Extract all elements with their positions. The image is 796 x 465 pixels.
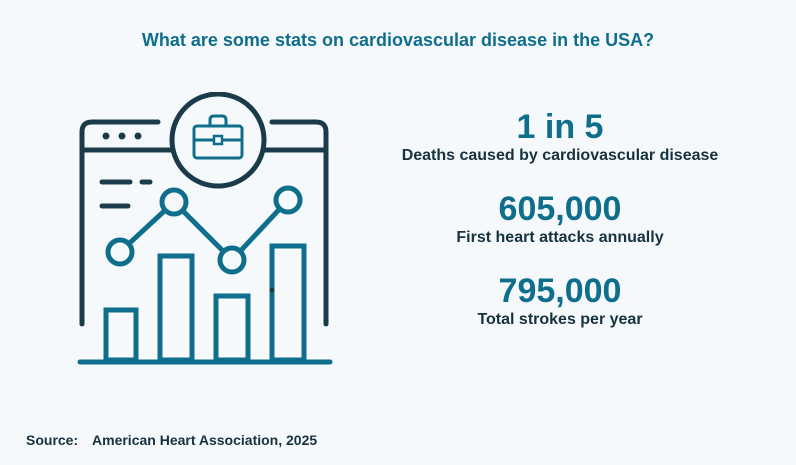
- briefcase-handle: [208, 114, 228, 126]
- trend-point: [159, 187, 189, 217]
- window-dot: [118, 132, 126, 140]
- window-frame: [79, 119, 161, 327]
- trend-point: [217, 245, 247, 275]
- window-frame-right: [269, 119, 329, 327]
- stats-list: 1 in 5 Deaths caused by cardiovascular d…: [390, 108, 730, 354]
- briefcase-clasp: [212, 134, 224, 146]
- bar: [103, 307, 139, 363]
- bar: [213, 293, 251, 363]
- trend-point: [273, 185, 303, 215]
- stat-value: 1 in 5: [516, 108, 604, 146]
- page-title: What are some stats on cardiovascular di…: [141, 30, 655, 50]
- stat-label: First heart attacks annually: [456, 229, 664, 246]
- trend-point: [105, 237, 135, 267]
- bar: [269, 243, 307, 363]
- stat-value: 795,000: [498, 272, 622, 310]
- stat-item: 605,000 First heart attacks annually: [390, 190, 730, 248]
- trend-line: [118, 198, 290, 263]
- stat-item: 1 in 5 Deaths caused by cardiovascular d…: [390, 108, 730, 166]
- briefcase-body: [192, 124, 244, 160]
- stat-value: 605,000: [498, 190, 622, 228]
- source-label: Source:: [26, 432, 79, 448]
- source-text: American Heart Association, 2025: [92, 432, 318, 448]
- bar: [157, 253, 195, 363]
- stat-label: Total strokes per year: [477, 311, 643, 328]
- source-note: Source: American Heart Association, 2025: [26, 432, 317, 448]
- stat-item: 795,000 Total strokes per year: [390, 272, 730, 330]
- window-dot: [134, 132, 142, 140]
- dashboard-chart-briefcase-icon: [77, 92, 333, 365]
- window-dot: [102, 132, 110, 140]
- stat-label: Deaths caused by cardiovascular disease: [401, 147, 719, 164]
